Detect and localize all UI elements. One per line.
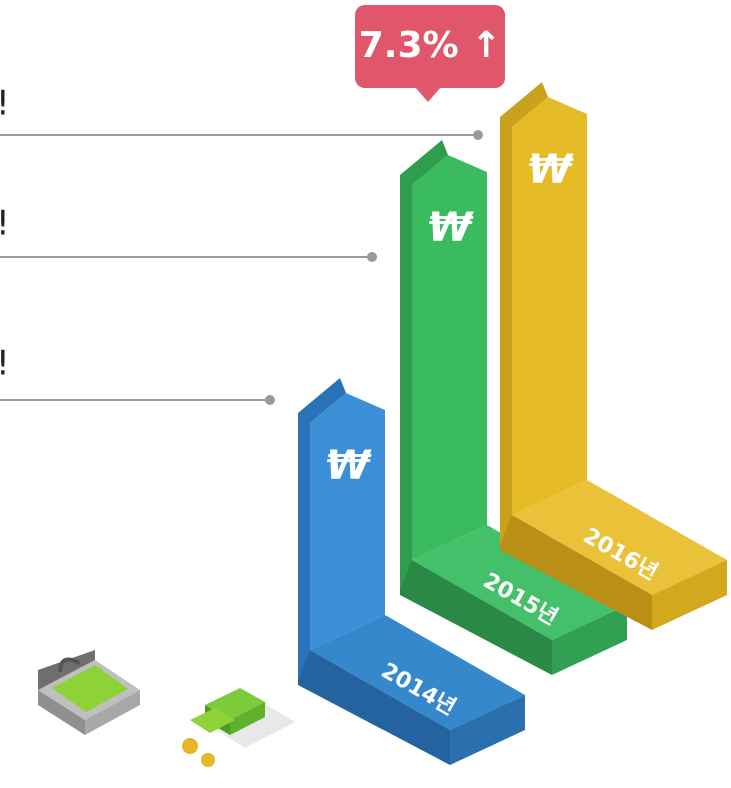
bar-foot-top xyxy=(310,615,525,730)
side-mark: ! xyxy=(0,344,10,384)
bar-foot-end xyxy=(552,605,627,675)
bars: ₩2014년₩2015년₩2016년 xyxy=(298,82,727,765)
bar-foot-top xyxy=(412,525,627,640)
bar-front xyxy=(512,97,587,515)
currency-symbol: ₩ xyxy=(528,147,574,193)
callout-text: 7.3% ↑ xyxy=(359,25,502,66)
bar: ₩2015년 xyxy=(400,140,627,675)
side-mark: ! xyxy=(0,204,10,244)
bar-foot-top xyxy=(512,480,727,595)
briefcase-icon xyxy=(38,650,140,735)
bar-foot-end xyxy=(450,695,525,765)
money-icon xyxy=(182,688,295,767)
callout: 7.3% ↑ xyxy=(355,5,505,102)
bar-front xyxy=(412,155,487,560)
bar: ₩2016년 xyxy=(500,82,727,630)
bar-foot-front xyxy=(500,515,652,630)
bar-front xyxy=(310,393,385,650)
guide-lines xyxy=(0,130,483,405)
side-mark: ! xyxy=(0,84,10,124)
currency-symbol: ₩ xyxy=(428,205,474,251)
bar-foot-front xyxy=(400,560,552,675)
bar: ₩2014년 xyxy=(298,378,525,765)
bar-foot-front xyxy=(298,650,450,765)
currency-symbol: ₩ xyxy=(326,443,372,489)
bar-foot-end xyxy=(652,560,727,630)
